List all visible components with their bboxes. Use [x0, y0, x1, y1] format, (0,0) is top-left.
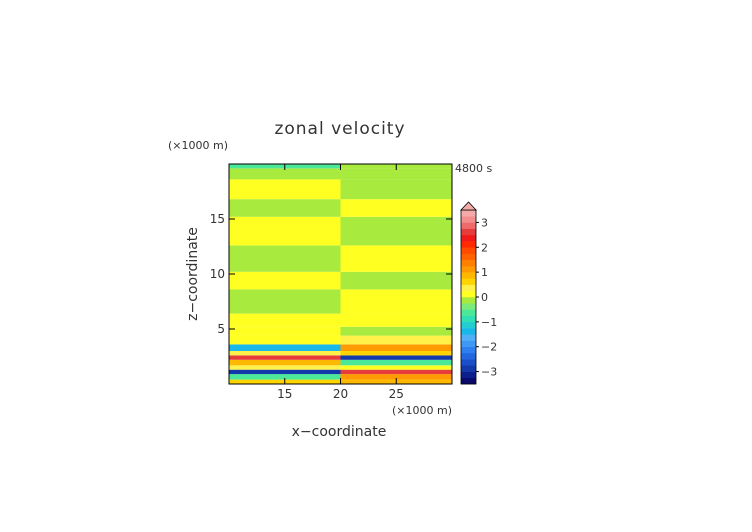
x-tick-label: 25 [389, 387, 404, 401]
colorbar-swatch [461, 297, 476, 304]
heatmap-cell [229, 326, 341, 336]
colorbar-swatch [461, 328, 476, 335]
colorbar-swatch [461, 309, 476, 316]
colorbar-swatch [461, 346, 476, 354]
heatmap-cell [229, 374, 341, 380]
heatmap-cell [340, 344, 452, 351]
colorbar-swatch [461, 371, 476, 379]
colorbar-swatch [461, 210, 476, 217]
colorbar-tick-label: 3 [481, 216, 488, 229]
heatmap-cell [229, 335, 341, 345]
heatmap-cell [340, 374, 452, 380]
heatmap-cell [229, 179, 341, 200]
heatmap-cell [229, 271, 341, 290]
heatmap-cell [340, 168, 452, 180]
heatmap-cell [229, 365, 341, 370]
heatmap-cell [340, 359, 452, 366]
y-tick-label: 15 [210, 212, 225, 226]
heatmap-cell [340, 365, 452, 370]
colorbar-swatch [461, 290, 476, 298]
time-label: 4800 s [455, 162, 492, 175]
heatmap-cell [340, 216, 452, 246]
heatmap-cell [229, 289, 341, 314]
x-axis-label: x−coordinate [292, 424, 387, 440]
y-tick-label: 10 [210, 267, 225, 281]
x-tick-label: 15 [277, 387, 292, 401]
colorbar-tick-label: 0 [481, 291, 488, 304]
heatmap-cell [340, 199, 452, 217]
colorbar-tick-label: −1 [481, 316, 497, 329]
heatmap-cell [229, 355, 341, 360]
colorbar-extend-arrow [460, 201, 477, 211]
heatmap-cell [340, 355, 452, 360]
heatmap-cell [229, 351, 341, 356]
colorbar-swatch [461, 377, 476, 385]
colorbar-swatch [461, 365, 476, 372]
colorbar-swatch [461, 334, 476, 341]
colorbar-swatch [461, 253, 476, 261]
chart-title: zonal velocity [274, 119, 405, 139]
colorbar-tick-label: 1 [481, 266, 488, 279]
colorbar-swatch [461, 222, 476, 229]
colorbar-swatch [461, 284, 476, 292]
heatmap-cell [229, 216, 341, 246]
x-tick-label: 20 [333, 387, 348, 401]
colorbar-swatch [461, 352, 476, 360]
y-tick-label: 5 [217, 322, 225, 336]
heatmap-field [229, 164, 452, 384]
colorbar-swatch [461, 234, 476, 242]
heatmap-cell [229, 168, 341, 180]
colorbar-swatch [461, 241, 476, 248]
y-axis-label: z−coordinate [185, 227, 201, 321]
axes: 15 20 25 5 10 15 [210, 164, 452, 401]
heatmap-cell [229, 199, 341, 217]
y-unit-label: (×1000 m) [168, 139, 228, 152]
colorbar-swatch [461, 278, 476, 285]
colorbar-swatch [461, 228, 476, 236]
heatmap-cell [229, 359, 341, 366]
colorbar-tick-label: −3 [481, 366, 497, 379]
colorbar-swatch [461, 359, 476, 366]
colorbar-swatch [461, 259, 476, 267]
heatmap-cell [229, 344, 341, 351]
heatmap-cell [340, 335, 452, 345]
colorbar-swatch [461, 340, 476, 348]
colorbar-swatch [461, 321, 476, 329]
heatmap-cell [340, 179, 452, 200]
heatmap-cell [340, 326, 452, 336]
colorbar-tick-label: 2 [481, 241, 488, 254]
colorbar-swatch [461, 216, 476, 223]
heatmap-cell [340, 271, 452, 290]
colorbar-swatch [461, 303, 476, 310]
heatmap-cell [340, 289, 452, 314]
heatmap-cell [340, 351, 452, 356]
heatmap-cell [340, 245, 452, 272]
heatmap-cell [229, 313, 341, 327]
x-unit-label: (×1000 m) [392, 404, 452, 417]
heatmap-cell [340, 369, 452, 375]
colorbar-swatch [461, 272, 476, 279]
colorbar: −3 −2 −1 0 1 2 3 [460, 201, 497, 385]
colorbar-swatch [461, 265, 476, 273]
heatmap-cell [229, 245, 341, 272]
colorbar-swatch [461, 247, 476, 254]
heatmap-cell [229, 369, 341, 375]
colorbar-swatch [461, 315, 476, 323]
heatmap-cell [340, 313, 452, 327]
colorbar-tick-label: −2 [481, 341, 497, 354]
